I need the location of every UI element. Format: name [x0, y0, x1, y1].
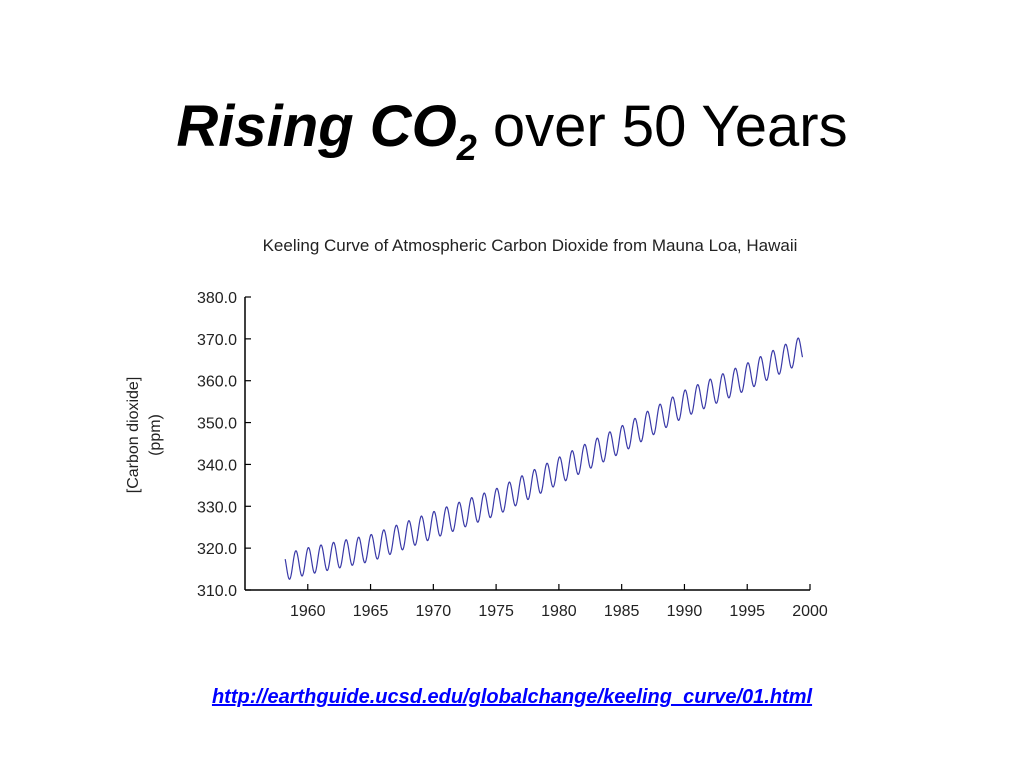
y-tick-label: 340.0: [197, 457, 237, 474]
x-tick-label: 1985: [604, 603, 640, 620]
x-ticks: 1960 1965 1970 1975 1980 1985 1990 1995 2000: [290, 584, 828, 620]
y-axis-label-line2: (ppm): [147, 414, 164, 456]
x-tick-label: 1980: [541, 603, 577, 620]
y-tick-label: 380.0: [197, 290, 237, 307]
y-tick-label: 310.0: [197, 583, 237, 600]
y-ticks: 380.0 370.0 360.0 350.0 340.0 330.0 320.0 310.0: [197, 290, 251, 600]
y-axis-label: [Carbon dioxide] (ppm): [125, 377, 164, 494]
x-tick-label: 1960: [290, 603, 326, 620]
slide-title: Rising CO2 over 50 Years: [0, 98, 1024, 166]
title-emphasis: Rising CO: [176, 94, 457, 159]
y-tick-label: 360.0: [197, 374, 237, 391]
x-tick-label: 2000: [792, 603, 828, 620]
y-tick-label: 330.0: [197, 499, 237, 516]
title-rest: over 50 Years: [476, 94, 848, 159]
x-tick-label: 1995: [729, 603, 765, 620]
chart-title: Keeling Curve of Atmospheric Carbon Diox…: [263, 236, 798, 255]
y-axis-label-line1: [Carbon dioxide]: [125, 377, 142, 494]
y-tick-label: 350.0: [197, 416, 237, 433]
title-subscript: 2: [456, 127, 477, 168]
source-link[interactable]: http://earthguide.ucsd.edu/globalchange/…: [211, 686, 813, 708]
x-tick-label: 1990: [667, 603, 703, 620]
co2-series-line: [284, 337, 804, 580]
x-tick-label: 1975: [478, 603, 514, 620]
x-tick-label: 1970: [416, 603, 452, 620]
x-tick-label: 1965: [353, 603, 389, 620]
y-tick-label: 320.0: [197, 541, 237, 558]
y-tick-label: 370.0: [197, 332, 237, 349]
